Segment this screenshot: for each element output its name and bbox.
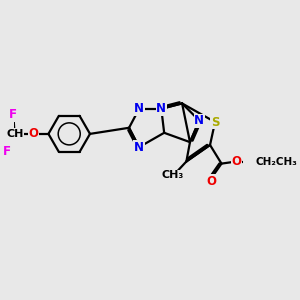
Text: CH₃: CH₃ (162, 170, 184, 180)
Text: O: O (232, 155, 242, 168)
Text: F: F (3, 145, 11, 158)
Text: CH₂CH₃: CH₂CH₃ (255, 157, 297, 167)
Text: N: N (194, 114, 204, 127)
Text: O: O (28, 128, 38, 140)
Text: O: O (206, 175, 217, 188)
Text: O: O (232, 155, 242, 168)
Text: N: N (134, 141, 144, 154)
Text: S: S (211, 116, 219, 129)
Text: CH: CH (6, 129, 23, 139)
Text: CH₃: CH₃ (162, 170, 184, 180)
Text: N: N (156, 102, 166, 115)
Text: CH: CH (6, 129, 23, 139)
Text: N: N (134, 102, 144, 115)
Text: O: O (206, 175, 217, 188)
Text: F: F (3, 145, 11, 158)
Text: F: F (9, 108, 17, 122)
Text: F: F (9, 108, 17, 122)
Text: O: O (28, 128, 38, 140)
